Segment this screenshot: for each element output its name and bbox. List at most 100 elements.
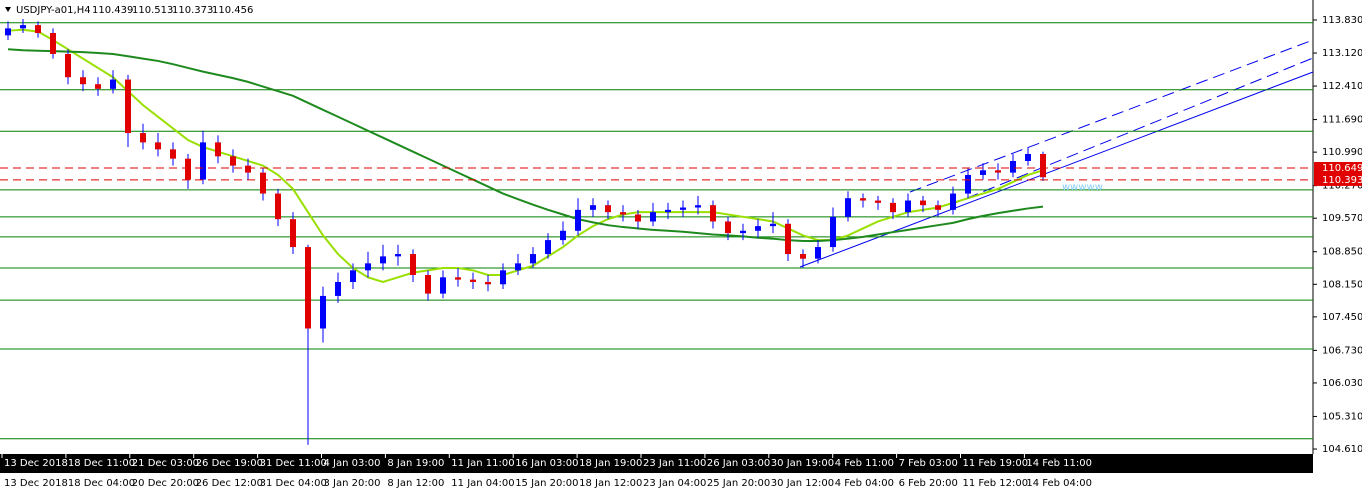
candle-body (365, 263, 371, 271)
candle-body (395, 254, 401, 257)
candle-body (845, 198, 851, 217)
x-tick-label-2: 15 Jan 20:00 (515, 478, 578, 489)
y-tick-label: 110.270 (1322, 181, 1362, 192)
candle-body (905, 200, 911, 213)
x-tick-label-2: 26 Dec 12:00 (196, 478, 263, 489)
candle-body (935, 205, 941, 210)
price-label: 110.393 (1322, 175, 1362, 186)
candle-body (665, 209, 671, 213)
candle-body (470, 279, 476, 282)
candle-body (440, 277, 446, 294)
candle-body (755, 226, 761, 231)
x-tick-label-2: 14 Feb 04:00 (1026, 478, 1092, 489)
time-band (0, 454, 1313, 473)
candle-body (950, 193, 956, 210)
x-tick-label-2: 31 Dec 04:00 (260, 478, 327, 489)
x-tick-label: 26 Jan 03:00 (707, 458, 770, 469)
y-tick-label: 105.310 (1322, 411, 1362, 422)
quote-value: 110.513 (132, 5, 173, 16)
x-tick-label: 14 Feb 11:00 (1026, 458, 1092, 469)
candle-body (710, 205, 716, 222)
candle-body (890, 202, 896, 213)
x-tick-label-2: 25 Jan 20:00 (707, 478, 770, 489)
x-tick-label-2: 18 Dec 04:00 (68, 478, 135, 489)
y-tick-label: 113.830 (1322, 15, 1362, 26)
candle-body (725, 221, 731, 234)
quote-value: 110.439 (92, 5, 133, 16)
x-tick-label-2: 20 Dec 20:00 (132, 478, 199, 489)
candle-body (770, 223, 776, 227)
quote-value: 110.456 (212, 5, 253, 16)
candle-body (335, 281, 341, 296)
x-tick-label-2: 11 Feb 12:00 (963, 478, 1029, 489)
x-tick-label-2: 18 Jan 12:00 (579, 478, 642, 489)
x-tick-label: 11 Feb 19:00 (963, 458, 1029, 469)
candle-body (695, 205, 701, 208)
candle-body (830, 216, 836, 248)
candle-body (350, 270, 356, 282)
quote-value: 110.373 (172, 5, 213, 16)
candle-body (230, 156, 236, 166)
candle-body (425, 274, 431, 294)
x-tick-label-2: 13 Dec 2018 (4, 478, 68, 489)
x-tick-label: 7 Feb 03:00 (899, 458, 958, 469)
candle-body (995, 170, 1001, 173)
x-tick-label: 23 Jan 11:00 (643, 458, 706, 469)
channel-line (799, 71, 1314, 268)
candle-body (410, 254, 416, 275)
candle-body (590, 205, 596, 210)
y-tick-label: 106.730 (1322, 345, 1362, 356)
candle-body (575, 209, 581, 231)
candle-body (1025, 154, 1031, 161)
x-tick-label-2: 8 Jan 12:00 (387, 478, 444, 489)
channel (799, 39, 1314, 268)
candle-body (740, 230, 746, 234)
candle-body (290, 219, 296, 248)
annotation: wwwww (1062, 182, 1103, 193)
x-tick-label-2: 4 Feb 04:00 (835, 478, 894, 489)
candle-body (515, 263, 521, 271)
candle-body (800, 254, 806, 259)
candle-body (35, 25, 41, 34)
candle-body (485, 281, 491, 285)
moving-average (7, 28, 1044, 284)
x-tick-label: 11 Jan 11:00 (451, 458, 514, 469)
candle-body (965, 174, 971, 194)
x-tick-label: 16 Jan 03:00 (515, 458, 578, 469)
y-tick-label: 109.570 (1322, 213, 1362, 224)
candle-body (200, 142, 206, 180)
price-label-bg (1314, 173, 1362, 186)
candle-body (110, 79, 116, 89)
candle-body (320, 295, 326, 329)
candle-body (560, 230, 566, 241)
candle-body (20, 25, 26, 29)
y-tick-label: 106.030 (1322, 378, 1362, 389)
candle-body (635, 214, 641, 222)
x-tick-label-2: 3 Jan 20:00 (324, 478, 381, 489)
candle-body (650, 212, 656, 222)
x-tick-label: 31 Dec 11:00 (260, 458, 327, 469)
candle-body (545, 240, 551, 255)
channel-line (949, 57, 1314, 206)
candle-body (980, 170, 986, 175)
x-tick-label: 13 Dec 2018 (4, 458, 68, 469)
candle-body (620, 212, 626, 215)
candle-body (155, 142, 161, 150)
candle-body (920, 200, 926, 206)
y-tick-label: 113.120 (1322, 48, 1362, 59)
moving-average (7, 48, 1044, 243)
candle-body (65, 53, 71, 78)
candle-body (170, 149, 176, 159)
x-tick-label: 8 Jan 19:00 (387, 458, 444, 469)
x-tick-label: 4 Jan 03:00 (324, 458, 381, 469)
candle-body (305, 247, 311, 329)
candle-body (95, 84, 101, 89)
candle-body (185, 158, 191, 180)
candle-body (140, 133, 146, 143)
candle-body (605, 205, 611, 213)
candles (5, 19, 1046, 445)
x-tick-label-2: 6 Feb 20:00 (899, 478, 958, 489)
candle-body (785, 223, 791, 255)
